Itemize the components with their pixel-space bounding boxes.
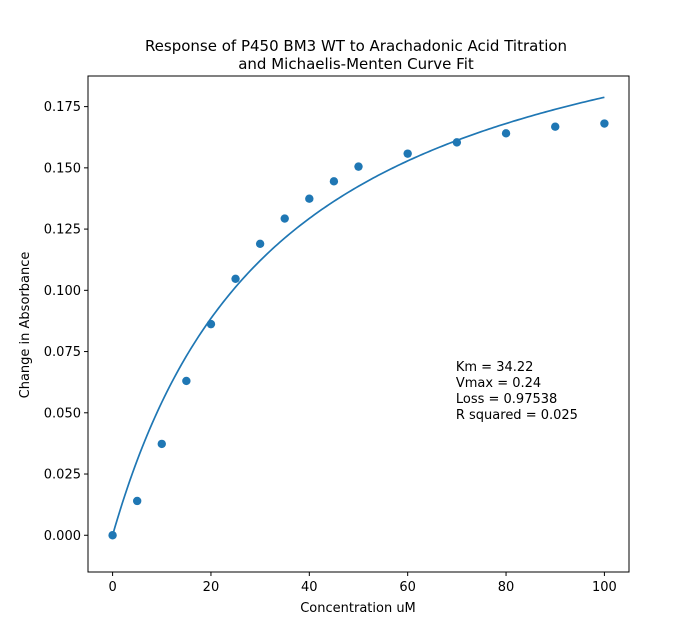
scatter-point xyxy=(108,531,117,540)
scatter-point xyxy=(231,274,240,284)
y-axis: 0.000 0.025 0.050 0.075 0.100 0.125 0.150 0.175 xyxy=(44,100,88,544)
scatter-point xyxy=(501,129,511,138)
x-tick-label: 0 xyxy=(108,580,116,595)
y-tick-label: 0.125 xyxy=(44,223,81,238)
y-tick-label: 0.175 xyxy=(44,100,81,115)
annotation-line: R squared = 0.025 xyxy=(456,408,578,423)
scatter-point xyxy=(354,162,363,171)
annotation-line: Km = 34.22 xyxy=(456,360,534,375)
x-axis-label: Concentration uM xyxy=(300,601,416,616)
annotation-line: Vmax = 0.24 xyxy=(456,376,541,391)
x-tick-label: 20 xyxy=(203,580,220,595)
scatter-point xyxy=(403,149,412,158)
y-tick-label: 0.075 xyxy=(44,345,81,360)
y-axis-label: Change in Absorbance xyxy=(18,252,33,399)
scatter-points-layer xyxy=(108,119,609,540)
scatter-point xyxy=(132,496,142,506)
scatter-point xyxy=(600,119,609,128)
chart-subtitle: and Michaelis-Menten Curve Fit xyxy=(238,55,474,73)
scatter-point xyxy=(452,138,462,147)
y-tick-label: 0.050 xyxy=(44,406,81,421)
x-tick-label: 80 xyxy=(498,580,515,595)
y-tick-label: 0.000 xyxy=(44,529,81,544)
scatter-point xyxy=(182,376,191,386)
y-tick-label: 0.025 xyxy=(44,468,81,483)
scatter-point xyxy=(255,239,265,248)
scatter-point xyxy=(206,319,216,329)
plot-frame xyxy=(87,75,630,573)
fit-curve-line xyxy=(111,96,605,536)
y-tick-label: 0.100 xyxy=(44,284,81,299)
scatter-point xyxy=(280,214,289,223)
annotation-line: Loss = 0.97538 xyxy=(456,392,557,407)
scatter-point xyxy=(551,122,560,131)
chart-title: Response of P450 BM3 WT to Arachadonic A… xyxy=(145,37,567,55)
x-axis: 0 20 40 60 80 100 xyxy=(108,572,617,595)
y-tick-label: 0.150 xyxy=(44,161,81,176)
x-tick-label: 60 xyxy=(399,580,416,595)
scatter-point xyxy=(329,177,339,186)
x-tick-label: 40 xyxy=(301,580,318,595)
scatter-point xyxy=(157,439,166,449)
scatter-point xyxy=(305,194,314,203)
x-tick-label: 100 xyxy=(592,580,617,595)
fit-curve-layer xyxy=(111,96,605,536)
